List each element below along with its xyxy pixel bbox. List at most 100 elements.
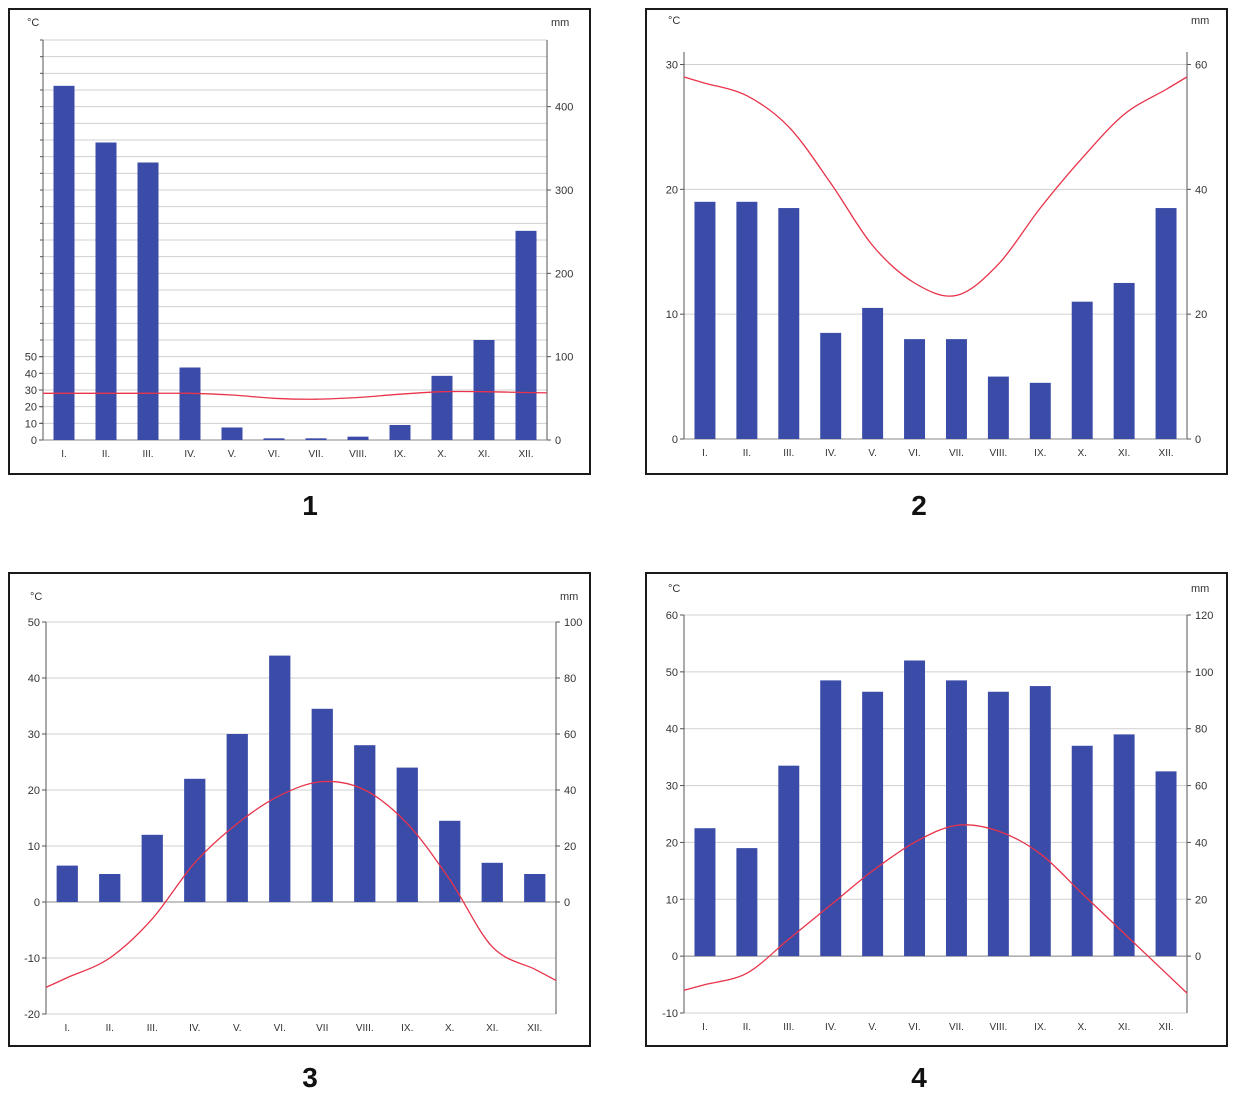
- temp-tick-label: 40: [28, 673, 40, 685]
- precip-bar: [1071, 301, 1093, 439]
- precip-bar: [389, 425, 411, 440]
- precip-bar: [1029, 382, 1051, 439]
- climate-chart-2: 0 10 20 30 0 20 40 60 °C mm I. II. III. IV. V. VI. VII. V…: [645, 8, 1228, 475]
- temp-unit-label: °C: [668, 15, 680, 27]
- month-label: II.: [106, 1023, 114, 1034]
- precip-tick-label: 20: [1195, 309, 1207, 321]
- precip-bar: [473, 340, 495, 440]
- temp-tick-label: 30: [28, 729, 40, 741]
- temperature-line: [45, 780, 557, 988]
- chart-caption-3: 3: [302, 1062, 318, 1093]
- temp-tick-label: 50: [25, 352, 37, 364]
- precip-tick-label: 20: [1195, 894, 1207, 906]
- month-label: XI.: [1118, 1022, 1130, 1033]
- precip-tick-label: 80: [564, 673, 576, 685]
- chart-svg-1: 0 10 20 30 40 50 0 100 200 300 400 °C mm I. II. III. IV.…: [25, 17, 574, 460]
- precip-tick-label: 100: [1195, 667, 1213, 679]
- precip-bar: [269, 655, 291, 902]
- temp-tick-label: 20: [666, 837, 678, 849]
- chart-svg-3: -20 -10 0 10 20 30 40 50 0 20 40 60 80 100 °C mm I. II. II…: [24, 591, 582, 1034]
- month-label: I.: [61, 449, 67, 460]
- precip-bar: [1155, 208, 1177, 439]
- precip-bar: [1071, 745, 1093, 957]
- climate-chart-4: -10 0 10 20 30 40 50 60 0 20 40 60 80 100 120 °C mm I. II.…: [645, 572, 1228, 1047]
- temp-tick-label: 40: [666, 724, 678, 736]
- month-label: III.: [147, 1023, 158, 1034]
- precip-bar: [904, 339, 926, 439]
- precip-tick-label: 20: [564, 841, 576, 853]
- precip-bar: [862, 691, 884, 957]
- precip-bar: [987, 376, 1009, 439]
- temp-tick-label: -20: [24, 1009, 40, 1021]
- precip-unit-label: mm: [551, 17, 569, 29]
- month-label: X.: [1077, 448, 1086, 459]
- precip-tick-label: 40: [1195, 837, 1207, 849]
- precip-tick-label: 100: [555, 352, 573, 364]
- temp-tick-label: 0: [31, 435, 37, 447]
- month-label: IX.: [1034, 448, 1046, 459]
- temp-unit-label: °C: [30, 591, 42, 603]
- chart-caption-2: 2: [911, 490, 927, 521]
- month-label: XII.: [518, 449, 533, 460]
- month-label: II.: [102, 449, 110, 460]
- month-label: IV.: [184, 449, 195, 460]
- month-label: IX.: [1034, 1022, 1046, 1033]
- month-label: IV.: [825, 448, 836, 459]
- month-label: IV.: [189, 1023, 200, 1034]
- temperature-line: [42, 390, 548, 400]
- precip-bar: [945, 680, 967, 957]
- precip-bar: [263, 438, 285, 440]
- precip-tick-label: 60: [564, 729, 576, 741]
- month-label: XI.: [486, 1023, 498, 1034]
- month-label: II.: [743, 448, 751, 459]
- month-label: III.: [783, 448, 794, 459]
- month-label: II.: [743, 1022, 751, 1033]
- month-label: VII.: [949, 1022, 964, 1033]
- month-label: VIII.: [989, 448, 1007, 459]
- precip-tick-label: 0: [1195, 951, 1201, 963]
- temp-tick-label: -10: [24, 953, 40, 965]
- month-label: XII.: [527, 1023, 542, 1034]
- month-label: XI.: [1118, 448, 1130, 459]
- precip-bar: [904, 660, 926, 957]
- precip-tick-label: 40: [564, 785, 576, 797]
- temperature-line: [683, 824, 1188, 994]
- temp-tick-label: 50: [28, 617, 40, 629]
- temp-tick-label: 30: [666, 781, 678, 793]
- precip-bar: [137, 162, 159, 440]
- month-label: III.: [783, 1022, 794, 1033]
- temp-tick-label: 50: [666, 667, 678, 679]
- month-label: I.: [702, 448, 708, 459]
- precip-bar: [347, 436, 369, 440]
- chart-svg-2: 0 10 20 30 0 20 40 60 °C mm I. II. III. IV. V. VI. VII. V…: [666, 15, 1210, 459]
- precip-bar: [95, 142, 117, 440]
- precip-bar: [221, 427, 243, 440]
- precip-tick-label: 40: [1195, 184, 1207, 196]
- precip-bar: [1113, 734, 1135, 957]
- month-label: VI.: [274, 1023, 286, 1034]
- precip-tick-label: 60: [1195, 781, 1207, 793]
- precip-tick-label: 400: [555, 102, 573, 114]
- precip-tick-label: 80: [1195, 724, 1207, 736]
- precip-bar: [524, 874, 546, 902]
- month-label: I.: [64, 1023, 70, 1034]
- precip-bar: [1155, 771, 1177, 957]
- chart-caption-4: 4: [911, 1062, 927, 1093]
- precip-bar: [56, 865, 78, 902]
- precip-bar: [945, 339, 967, 439]
- temp-tick-label: -10: [662, 1008, 678, 1020]
- temp-tick-label: 0: [34, 897, 40, 909]
- temp-tick-label: 10: [666, 894, 678, 906]
- precip-bar: [515, 230, 537, 440]
- precip-bar: [736, 848, 758, 957]
- precip-tick-label: 120: [1195, 610, 1213, 622]
- temp-tick-label: 20: [666, 184, 678, 196]
- precip-tick-label: 200: [555, 268, 573, 280]
- month-label: VIII.: [356, 1023, 374, 1034]
- precip-bar: [820, 680, 842, 957]
- precip-bar: [431, 375, 453, 440]
- climate-chart-3: -20 -10 0 10 20 30 40 50 0 20 40 60 80 100 °C mm I. II. II…: [8, 572, 591, 1047]
- chart-caption-1: 1: [302, 490, 318, 521]
- precip-bar: [862, 307, 884, 439]
- temp-tick-label: 20: [25, 402, 37, 414]
